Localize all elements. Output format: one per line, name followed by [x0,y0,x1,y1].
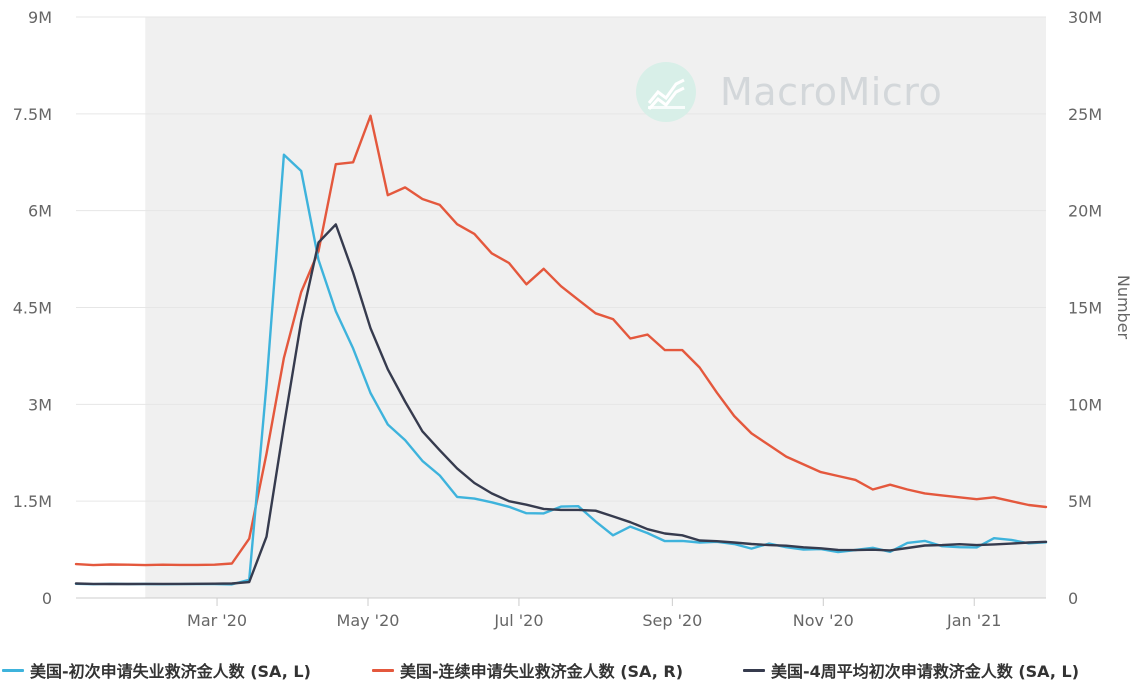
watermark: MacroMicro [636,62,942,122]
right-axis-tick-label: 5M [1068,492,1092,511]
left-axis-tick-label: 9M [28,8,52,27]
left-y-axis: 0 1.5M 3M 4.5M 6M 7.5M 9M [13,8,52,608]
left-axis-tick-label: 1.5M [13,492,52,511]
line-chart: 0 1.5M 3M 4.5M 6M 7.5M 9M 0 5M 10M 15M 20M 25M 30M M… [13,8,1133,630]
x-axis-tick-label: May '20 [337,611,400,630]
legend-label: 美国-连续申请失业救济金人数 (SA, R) [400,662,684,681]
legend-swatch-icon [2,668,24,672]
series-line-avg4-claims[interactable] [74,223,1048,586]
legend-item-4wk-avg-claims[interactable]: 美国-4周平均初次申请救济金人数 (SA, L) [743,652,1079,688]
legend: 美国-初次申请失业救济金人数 (SA, L) 美国-连续申请失业救济金人数 (S… [0,652,1141,688]
legend-label: 美国-初次申请失业救济金人数 (SA, L) [30,662,311,681]
legend-item-continuing-claims[interactable]: 美国-连续申请失业救济金人数 (SA, R) [372,652,683,688]
x-axis: Mar '20 May '20 Jul '20 Sep '20 Nov '20 Jan '… [187,598,1001,630]
x-axis-tick-label: Jan '21 [946,611,1002,630]
x-axis-tick-label: Mar '20 [187,611,247,630]
legend-swatch-icon [743,668,765,672]
x-axis-tick-label: Sep '20 [642,611,702,630]
right-axis-tick-label: 0 [1068,589,1078,608]
series-line-continuing-claims[interactable] [74,114,1048,567]
legend-label: 美国-4周平均初次申请救济金人数 (SA, L) [771,662,1080,681]
macromicro-logo-icon [636,62,696,122]
right-axis-tick-label: 10M [1068,395,1102,414]
right-axis-tick-label: 25M [1068,105,1102,124]
left-axis-tick-label: 0 [42,589,52,608]
gridlines [76,16,1046,599]
left-axis-tick-label: 3M [28,395,52,414]
legend-item-initial-claims[interactable]: 美国-初次申请失业救济金人数 (SA, L) [2,652,311,688]
right-axis-tick-label: 20M [1068,202,1102,221]
left-axis-tick-label: 6M [28,202,52,221]
legend-swatch-icon [372,668,394,672]
right-y-axis: 0 5M 10M 15M 20M 25M 30M [1068,8,1102,608]
right-axis-title: Number [1114,275,1133,340]
x-axis-tick-label: Jul '20 [493,611,543,630]
x-axis-tick-label: Nov '20 [793,611,854,630]
left-axis-tick-label: 7.5M [13,105,52,124]
series-lines [74,114,1048,586]
right-axis-tick-label: 30M [1068,8,1102,27]
right-axis-tick-label: 15M [1068,299,1102,318]
left-axis-tick-label: 4.5M [13,299,52,318]
watermark-text: MacroMicro [720,70,943,114]
